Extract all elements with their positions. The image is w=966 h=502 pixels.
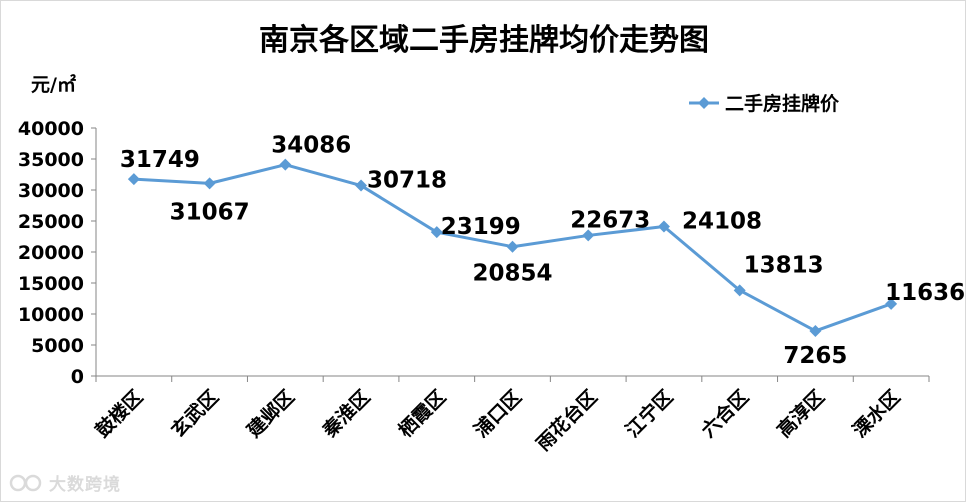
data-label: 34086 (271, 133, 351, 159)
x-tick-label: 栖霞区 (394, 385, 451, 442)
data-label: 23199 (441, 214, 521, 240)
data-point (582, 229, 595, 242)
data-point (355, 179, 368, 192)
y-tick-label: 10000 (18, 304, 84, 326)
data-point (733, 284, 746, 297)
data-label: 31749 (120, 147, 200, 173)
x-tick-label: 江宁区 (621, 385, 678, 442)
data-point (809, 324, 822, 337)
x-tick-label: 鼓楼区 (91, 385, 148, 442)
watermark: 大数跨境 (9, 470, 121, 495)
data-label: 13813 (744, 252, 824, 278)
y-tick-label: 40000 (18, 118, 84, 140)
data-label: 11636 (885, 280, 965, 306)
data-label: 20854 (472, 261, 552, 287)
x-tick-label: 雨花台区 (532, 385, 602, 455)
data-point (279, 158, 292, 171)
y-axis-unit-label: 元/㎡ (31, 73, 76, 96)
x-tick-label: 建邺区 (242, 385, 299, 442)
data-label: 7265 (783, 343, 847, 369)
y-tick-label: 0 (71, 366, 84, 388)
x-tick-label: 六合区 (697, 385, 754, 442)
y-tick-label: 35000 (18, 149, 84, 171)
legend-label: 二手房挂牌价 (725, 92, 840, 115)
data-point (506, 240, 519, 253)
watermark-text: 大数跨境 (49, 475, 121, 495)
y-tick-label: 5000 (31, 335, 84, 357)
data-point (657, 220, 670, 233)
data-point (203, 177, 216, 190)
y-tick-label: 20000 (18, 242, 84, 264)
x-tick-label: 玄武区 (167, 385, 224, 442)
x-axis-ticks: 鼓楼区 玄武区 建邺区 秦淮区 栖霞区 浦口区 雨花台区 江宁区 六合区 高淳区 溧水区 (91, 376, 930, 455)
chart-title: 南京各区域二手房挂牌均价走势图 (259, 23, 709, 58)
data-point (885, 297, 898, 310)
y-tick-label: 25000 (18, 211, 84, 233)
x-tick-label: 秦淮区 (317, 385, 374, 442)
data-label: 22673 (570, 207, 650, 233)
y-axis-ticks: 0 5000 10000 15000 20000 25000 30000 35000 40000 (18, 118, 96, 388)
x-tick-label: 溧水区 (848, 385, 905, 442)
legend-marker (698, 97, 710, 109)
data-label: 31067 (170, 199, 250, 225)
data-label: 30718 (367, 168, 447, 194)
logo-mark-icon (9, 474, 42, 491)
series-layer (127, 158, 898, 337)
legend: 二手房挂牌价 (689, 92, 840, 115)
data-labels: 31749 31067 34086 30718 23199 20854 22673 24108… (120, 133, 965, 369)
data-label: 24108 (682, 209, 762, 235)
x-tick-label: 浦口区 (469, 385, 526, 442)
data-point (127, 173, 140, 186)
data-point (430, 226, 443, 239)
x-tick-label: 高淳区 (772, 385, 829, 442)
y-tick-label: 30000 (18, 180, 84, 202)
y-tick-label: 15000 (18, 273, 84, 295)
